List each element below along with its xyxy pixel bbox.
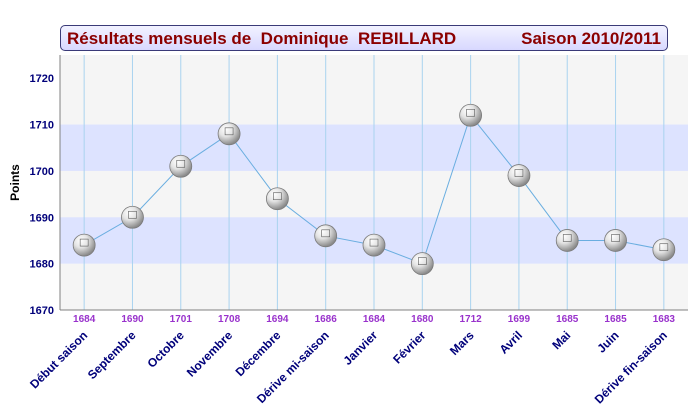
data-point-marker <box>169 154 193 178</box>
data-value-label: 1694 <box>266 314 289 325</box>
data-value-label: 1685 <box>556 314 579 325</box>
data-point-marker <box>265 187 289 211</box>
data-value-label: 1686 <box>315 314 338 325</box>
x-category-label: Juin <box>594 328 621 355</box>
x-category-label: Octobre <box>144 328 187 371</box>
data-value-label: 1708 <box>218 314 241 325</box>
marker-emblem-icon <box>176 159 186 168</box>
data-value-label: 1712 <box>459 314 482 325</box>
data-point-marker <box>362 233 386 257</box>
data-value-label: 1701 <box>170 314 193 325</box>
marker-emblem-icon <box>321 229 330 238</box>
data-point <box>362 233 386 257</box>
data-point-marker <box>217 122 241 146</box>
y-tick-label: 1710 <box>30 120 54 132</box>
data-point <box>555 229 579 252</box>
marker-emblem-icon <box>562 234 572 242</box>
x-category-label: Novembre <box>184 328 236 380</box>
y-tick-label: 1690 <box>30 212 54 224</box>
data-point-marker <box>604 229 627 252</box>
data-point-marker <box>459 103 483 127</box>
marker-emblem-icon <box>128 210 137 219</box>
data-point <box>604 229 627 252</box>
data-point-marker <box>410 252 434 276</box>
x-category-label: Avril <box>497 328 525 356</box>
data-point <box>652 238 676 262</box>
y-tick-label: 1680 <box>30 259 54 271</box>
data-value-label: 1683 <box>653 314 676 325</box>
y-tick-label: 1720 <box>30 73 54 85</box>
x-category-label: Février <box>390 328 428 366</box>
marker-emblem-icon <box>224 127 234 136</box>
data-point <box>72 233 96 257</box>
y-tick-label: 1670 <box>30 305 54 317</box>
data-point-marker <box>72 233 96 257</box>
data-value-label: 1684 <box>73 314 96 325</box>
marker-emblem-icon <box>369 238 379 247</box>
marker-emblem-icon <box>611 234 620 242</box>
data-point-marker <box>314 224 338 248</box>
data-value-label: 1690 <box>121 314 144 325</box>
data-value-label: 1685 <box>604 314 627 325</box>
data-value-label: 1680 <box>411 314 434 325</box>
data-point-marker <box>121 205 144 229</box>
marker-emblem-icon <box>466 108 475 117</box>
x-category-label: Janvier <box>341 328 381 368</box>
data-point <box>169 154 193 178</box>
x-category-label: Début saison <box>27 328 90 391</box>
marker-emblem-icon <box>79 238 89 247</box>
data-point <box>314 224 338 248</box>
y-axis-label: Points <box>8 164 22 201</box>
x-category-label: Mai <box>549 328 573 352</box>
data-value-label: 1699 <box>508 314 531 325</box>
chart-title: Résultats mensuels de Dominique REBILLAR… <box>67 29 457 48</box>
data-point <box>265 187 289 211</box>
data-point <box>121 205 144 229</box>
x-category-label: Décembre <box>233 328 284 379</box>
x-category-label: Septembre <box>85 328 139 382</box>
data-point <box>217 122 241 146</box>
data-point-marker <box>652 238 676 262</box>
chart-title-box: Résultats mensuels de Dominique REBILLAR… <box>60 25 668 51</box>
data-point <box>459 103 483 127</box>
data-point-marker <box>555 229 579 252</box>
data-point <box>507 164 531 187</box>
x-category-label: Mars <box>447 328 477 358</box>
marker-emblem-icon <box>418 257 427 265</box>
chart-season: Saison 2010/2011 <box>521 29 661 48</box>
data-point <box>410 252 434 276</box>
marker-emblem-icon <box>514 169 524 177</box>
marker-emblem-icon <box>659 243 669 252</box>
data-point-marker <box>507 164 531 187</box>
y-tick-label: 1700 <box>30 166 54 178</box>
data-value-label: 1684 <box>363 314 386 325</box>
marker-emblem-icon <box>273 192 282 201</box>
